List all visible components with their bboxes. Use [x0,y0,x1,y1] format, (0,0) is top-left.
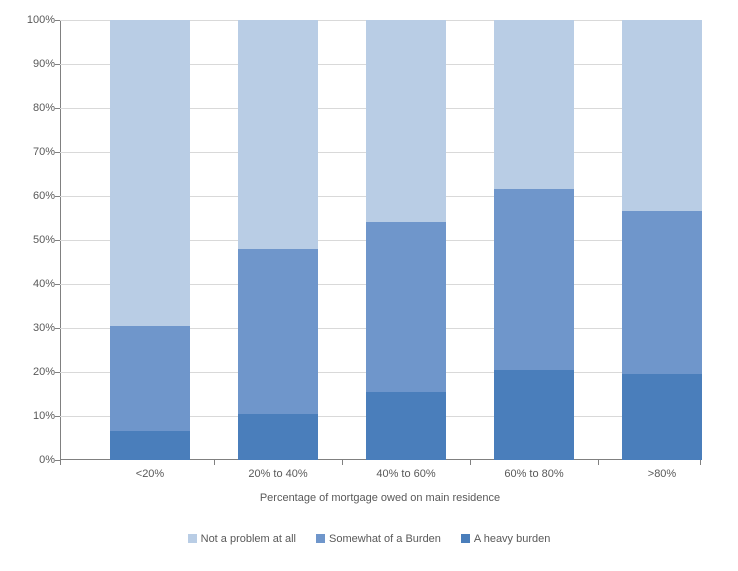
y-tick-mark [55,284,60,285]
y-tick-mark [55,64,60,65]
y-tick-mark [55,108,60,109]
bar-group [622,20,702,460]
bar-group [110,20,190,460]
bar-segment [622,20,702,211]
x-tick-label: 20% to 40% [218,468,338,480]
y-tick-label: 0% [20,454,55,466]
bar-group [238,20,318,460]
y-tick-label: 30% [20,322,55,334]
bar-segment [110,431,190,460]
bar-group [366,20,446,460]
y-tick-mark [55,416,60,417]
bar-segment [494,370,574,460]
x-tick-mark [342,460,343,465]
bar-segment [494,20,574,189]
legend-label: Somewhat of a Burden [329,533,441,545]
legend-swatch [461,534,470,543]
x-tick-label: <20% [90,468,210,480]
y-tick-mark [55,372,60,373]
legend: Not a problem at all Somewhat of a Burden… [0,530,738,548]
x-tick-mark [60,460,61,465]
bar-segment [366,392,446,460]
y-tick-label: 20% [20,366,55,378]
legend-label: A heavy burden [474,533,550,545]
x-tick-mark [700,460,701,465]
chart: 0%10%20%30%40%50%60%70%80%90%100% <20%20… [60,20,700,460]
legend-item: Somewhat of a Burden [316,533,441,545]
y-tick-mark [55,328,60,329]
x-tick-mark [470,460,471,465]
y-tick-mark [55,240,60,241]
y-tick-label: 100% [20,14,55,26]
y-tick-label: 80% [20,102,55,114]
legend-item: Not a problem at all [188,533,296,545]
bar-segment [110,20,190,326]
legend-item: A heavy burden [461,533,550,545]
x-tick-label: 60% to 80% [474,468,594,480]
bar-segment [494,189,574,369]
legend-label: Not a problem at all [201,533,296,545]
y-tick-label: 90% [20,58,55,70]
y-tick-label: 60% [20,190,55,202]
bar-segment [622,211,702,374]
y-tick-label: 50% [20,234,55,246]
y-tick-label: 70% [20,146,55,158]
y-tick-mark [55,152,60,153]
bar-segment [110,326,190,432]
x-tick-mark [214,460,215,465]
x-tick-label: >80% [602,468,722,480]
x-axis-title: Percentage of mortgage owed on main resi… [60,492,700,504]
bar-group [494,20,574,460]
legend-swatch [316,534,325,543]
plot-area: 0%10%20%30%40%50%60%70%80%90%100% <20%20… [60,20,700,460]
bar-segment [238,20,318,249]
legend-swatch [188,534,197,543]
x-tick-label: 40% to 60% [346,468,466,480]
y-tick-label: 40% [20,278,55,290]
bar-segment [622,374,702,460]
bar-segment [238,249,318,414]
y-tick-mark [55,196,60,197]
y-tick-label: 10% [20,410,55,422]
x-tick-mark [598,460,599,465]
bar-segment [366,222,446,391]
bar-segment [238,414,318,460]
bar-segment [366,20,446,222]
y-tick-mark [55,20,60,21]
